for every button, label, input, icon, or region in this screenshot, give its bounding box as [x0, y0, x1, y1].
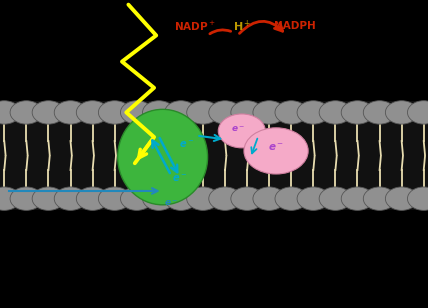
- Text: e$^-$: e$^-$: [172, 173, 187, 184]
- Circle shape: [297, 101, 330, 124]
- Circle shape: [209, 187, 241, 210]
- Text: e$^-$: e$^-$: [268, 142, 284, 153]
- Circle shape: [0, 101, 21, 124]
- Text: e$^-$: e$^-$: [232, 124, 245, 134]
- Circle shape: [76, 101, 109, 124]
- Circle shape: [165, 187, 197, 210]
- Circle shape: [319, 187, 352, 210]
- Circle shape: [98, 187, 131, 210]
- Ellipse shape: [118, 109, 208, 205]
- Circle shape: [253, 101, 285, 124]
- Circle shape: [231, 187, 263, 210]
- Circle shape: [218, 114, 265, 148]
- Text: H$^+$: H$^+$: [232, 18, 251, 34]
- Circle shape: [407, 187, 428, 210]
- Circle shape: [32, 187, 65, 210]
- Circle shape: [319, 101, 352, 124]
- Circle shape: [187, 101, 219, 124]
- Circle shape: [275, 187, 308, 210]
- Circle shape: [10, 101, 43, 124]
- Circle shape: [341, 101, 374, 124]
- Circle shape: [244, 128, 308, 174]
- Circle shape: [143, 187, 175, 210]
- Circle shape: [363, 187, 396, 210]
- Bar: [0, 101, 428, 210]
- Circle shape: [275, 101, 308, 124]
- Circle shape: [120, 101, 153, 124]
- Text: e$^-$: e$^-$: [178, 139, 194, 150]
- Circle shape: [0, 187, 21, 210]
- Circle shape: [165, 101, 197, 124]
- Circle shape: [98, 101, 131, 124]
- Circle shape: [341, 187, 374, 210]
- Circle shape: [143, 101, 175, 124]
- Text: NADP$^+$: NADP$^+$: [174, 20, 216, 33]
- Circle shape: [253, 187, 285, 210]
- Circle shape: [231, 101, 263, 124]
- FancyArrowPatch shape: [239, 21, 282, 33]
- Circle shape: [54, 187, 87, 210]
- Circle shape: [187, 187, 219, 210]
- Circle shape: [297, 187, 330, 210]
- Circle shape: [32, 101, 65, 124]
- Text: e$^-$: e$^-$: [164, 199, 178, 208]
- Circle shape: [385, 101, 418, 124]
- FancyArrowPatch shape: [210, 30, 231, 34]
- Circle shape: [120, 187, 153, 210]
- Circle shape: [10, 187, 43, 210]
- Circle shape: [54, 101, 87, 124]
- Circle shape: [407, 101, 428, 124]
- Circle shape: [76, 187, 109, 210]
- Circle shape: [363, 101, 396, 124]
- Circle shape: [209, 101, 241, 124]
- Text: NADPH: NADPH: [274, 21, 316, 31]
- Circle shape: [385, 187, 418, 210]
